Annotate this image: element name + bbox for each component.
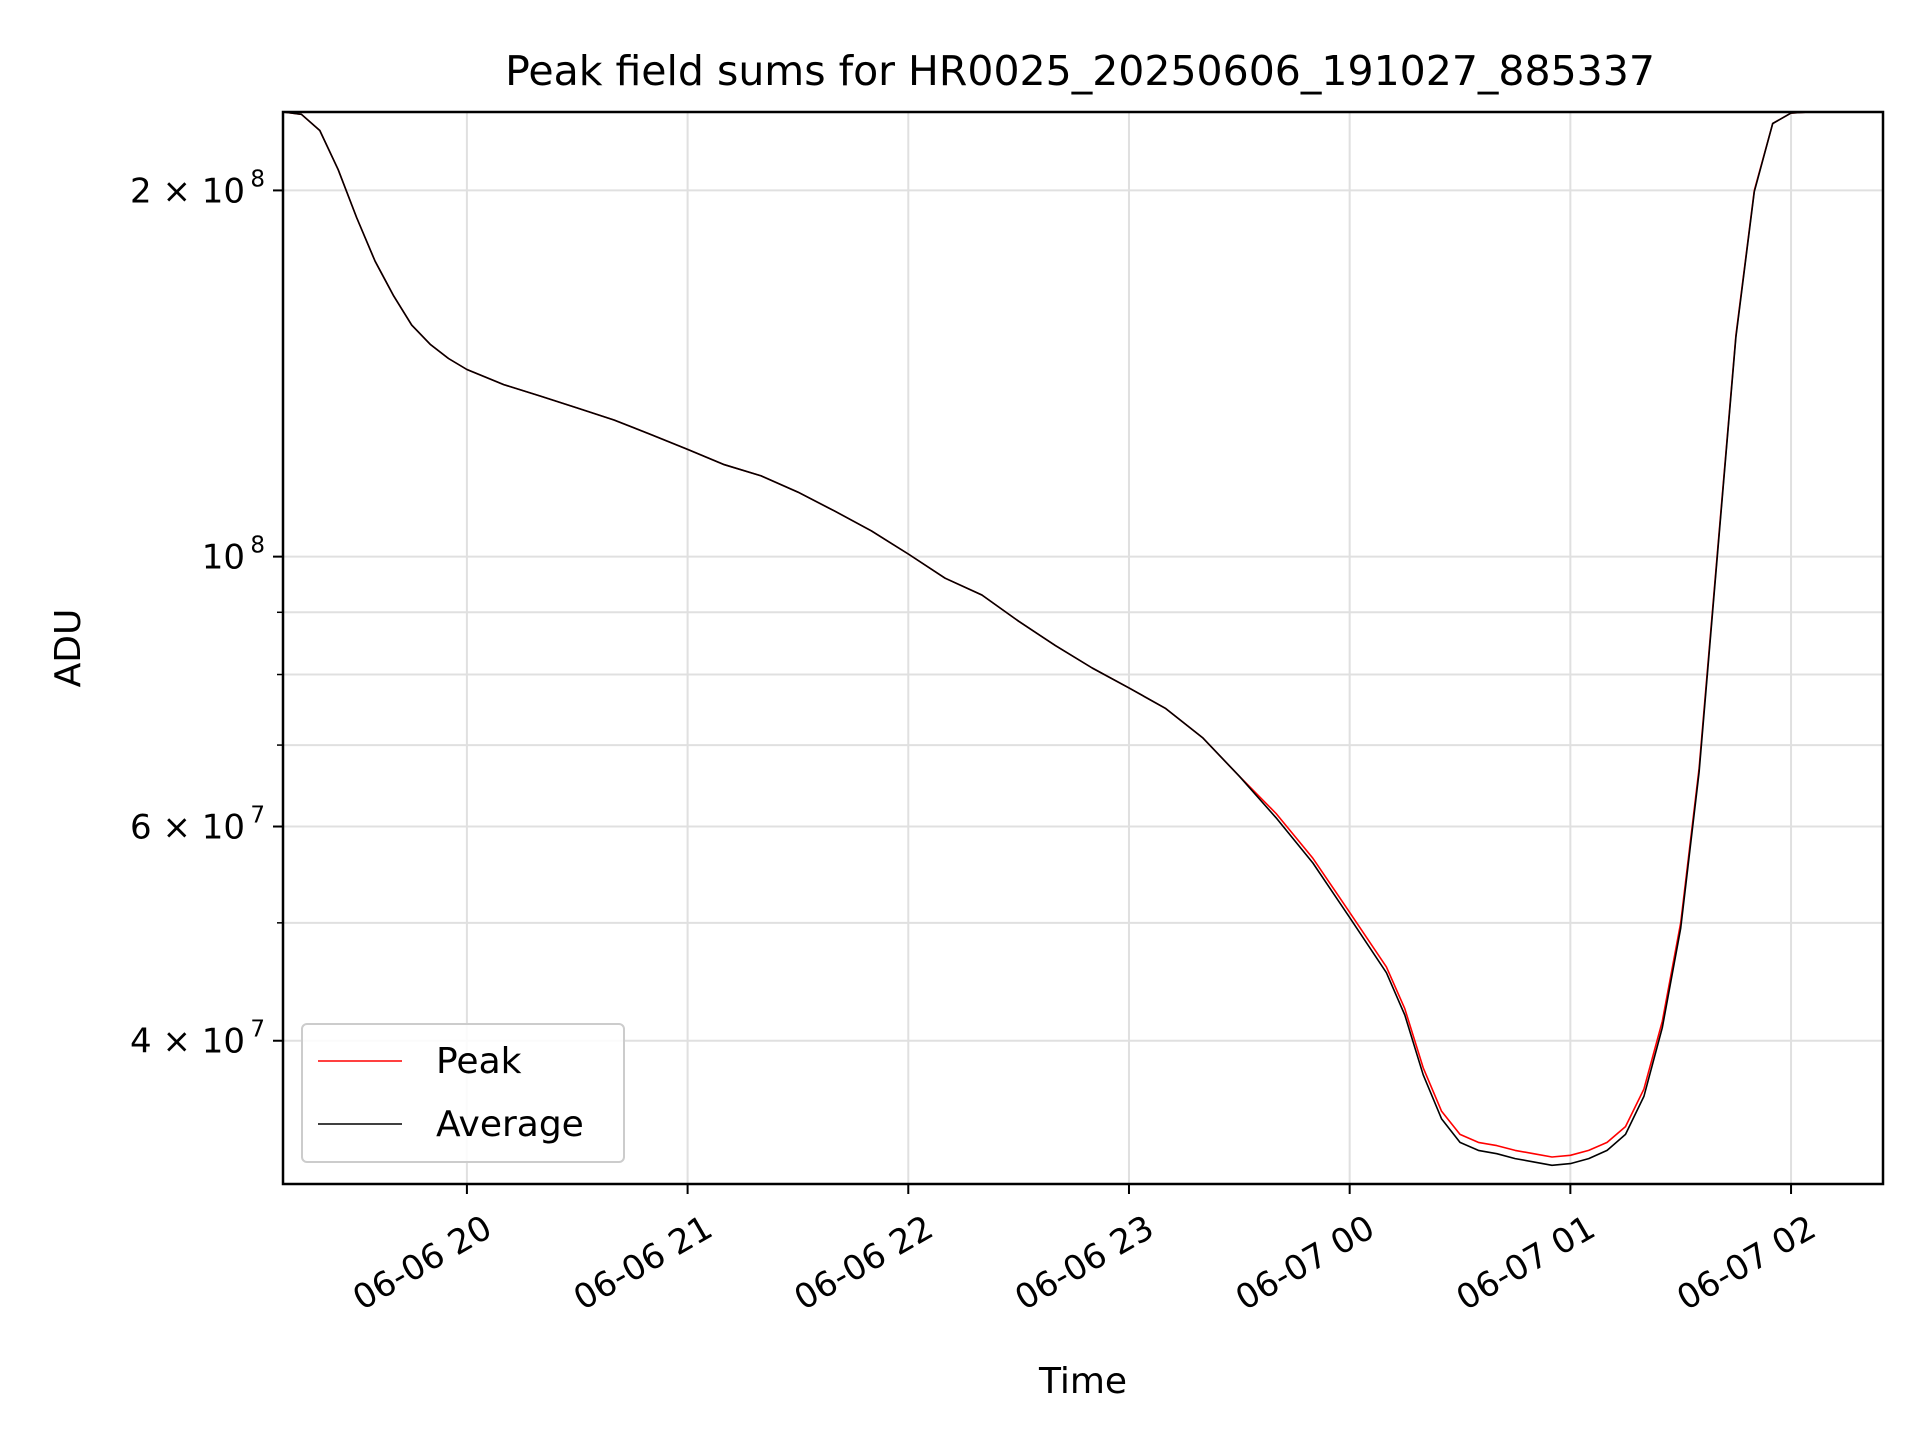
series-line-average	[283, 112, 1883, 1167]
legend-box	[301, 1023, 625, 1163]
legend: Peak Average	[301, 1023, 625, 1163]
y-tick-label-exponent: 7	[250, 1017, 265, 1043]
x-axis-label: Time	[1038, 1361, 1127, 1402]
y-tick-label: 2 × 10 8	[130, 166, 265, 211]
y-tick-label-exponent: 8	[250, 533, 265, 559]
legend-average-label: Average	[436, 1104, 584, 1145]
y-tick-label-base: 6 × 10	[130, 808, 245, 848]
plot-frame	[281, 110, 1885, 1186]
y-tick-label-exponent: 7	[250, 803, 265, 829]
y-axis-label: ADU	[48, 609, 89, 688]
y-tick-label-base: 4 × 10	[130, 1022, 245, 1062]
series-group	[283, 112, 1883, 1167]
y-tick-label: 4 × 10 7	[130, 1017, 265, 1062]
grid	[283, 112, 1883, 1184]
legend-peak-label: Peak	[436, 1041, 522, 1082]
y-tick-label-base: 2 × 10	[130, 171, 245, 211]
y-tick-label-base: 10	[202, 538, 245, 578]
chart-title: Peak field sums for HR0025_20250606_1910…	[505, 47, 1655, 95]
y-tick-label: 10 8	[202, 533, 265, 578]
y-tick-label: 6 × 10 7	[130, 803, 265, 848]
y-axis-ticks: 4 × 10 76 × 10 710 82 × 10 8	[130, 166, 283, 1062]
y-tick-label-exponent: 8	[250, 166, 265, 192]
